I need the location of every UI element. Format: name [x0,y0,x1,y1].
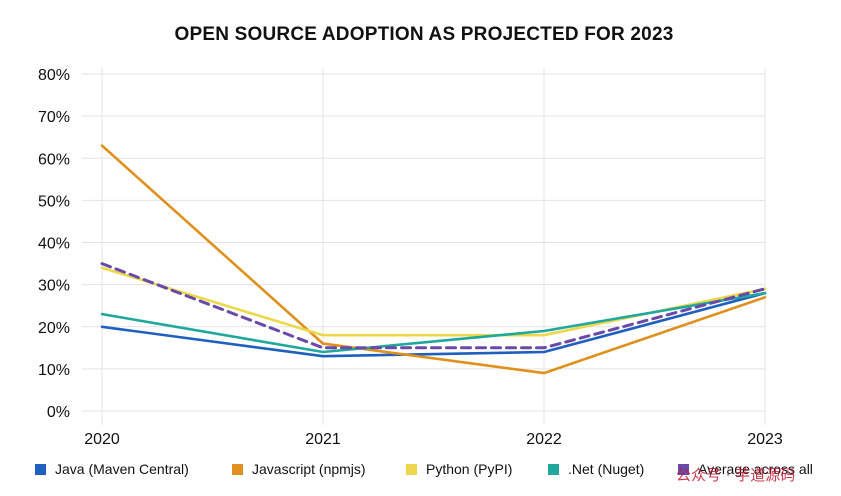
x-axis-ticks: 2020 2021 2022 2023 [84,431,783,448]
y-tick-label: 20% [38,320,70,337]
legend-label: Javascript (npmjs) [252,461,366,477]
legend-swatch [35,464,46,475]
legend-swatch [232,464,243,475]
series-line-0 [100,291,767,358]
watermark-text: 公众号 · 芋道源码 [676,466,795,484]
legend: Java (Maven Central) Javascript (npmjs) Py… [35,461,813,477]
y-tick-label: 10% [38,362,70,379]
series-line-4 [100,262,767,350]
x-tick-label: 2023 [747,431,783,448]
series-lines [100,144,767,375]
legend-swatch [678,464,689,475]
x-tick-label: 2022 [526,431,562,448]
series-line-1 [100,144,767,375]
y-tick-label: 30% [38,278,70,295]
legend-label: .Net (Nuget) [568,461,644,477]
legend-swatch [406,464,417,475]
legend-label: Java (Maven Central) [55,461,189,477]
y-tick-label: 70% [38,109,70,126]
y-axis-ticks: 0% 10% 20% 30% 40% 50% 60% 70% 80% [38,67,70,421]
legend-label: Python (PyPI) [426,461,512,477]
y-tick-label: 60% [38,151,70,168]
chart-title: OPEN SOURCE ADOPTION AS PROJECTED FOR 20… [175,24,674,45]
y-tick-label: 50% [38,193,70,210]
y-tick-label: 40% [38,236,70,253]
grid [82,68,766,425]
legend-label: Average across all [698,461,813,477]
series-line-3 [100,291,767,354]
legend-swatch [548,464,559,475]
x-tick-label: 2020 [84,431,120,448]
y-tick-label: 80% [38,67,70,84]
x-tick-label: 2021 [305,431,341,448]
y-tick-label: 0% [47,404,70,421]
